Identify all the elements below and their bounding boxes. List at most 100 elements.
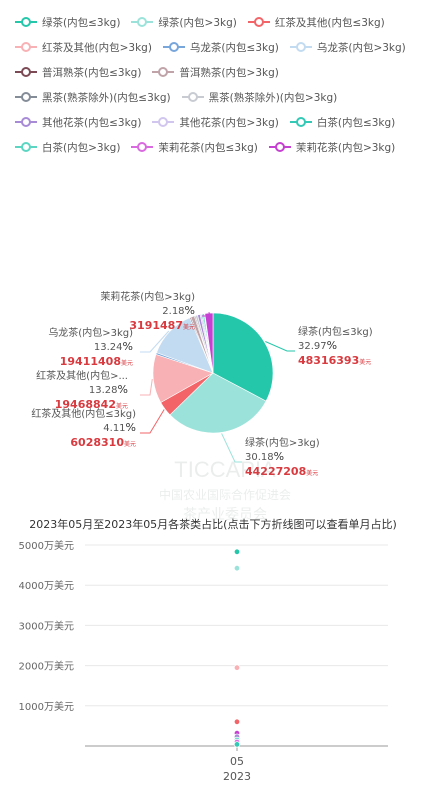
legend-item[interactable]: 茉莉花茶(内包≤3kg)	[130, 139, 258, 155]
legend-marker-icon	[15, 42, 37, 52]
legend-item[interactable]: 普洱熟茶(内包>3kg)	[151, 64, 279, 80]
legend-item[interactable]: 乌龙茶(内包>3kg)	[289, 39, 406, 55]
pie-label-name: 绿茶(内包>3kg)	[245, 436, 320, 449]
legend-marker-icon	[289, 117, 312, 127]
pie-label-value: 3191487美元	[129, 319, 195, 332]
pie-slice[interactable]	[212, 312, 274, 402]
data-point[interactable]	[233, 664, 241, 671]
data-point[interactable]	[233, 718, 241, 725]
legend-item-label: 黑茶(熟茶除外)(内包≤3kg)	[42, 91, 171, 104]
legend-item-label: 绿茶(内包>3kg)	[158, 16, 237, 29]
legend-item-label: 乌龙茶(内包>3kg)	[316, 41, 406, 54]
legend-item[interactable]: 红茶及其他(内包>3kg)	[14, 39, 152, 55]
pie-label-value-unit: 美元	[306, 469, 318, 477]
pie-label-percent-sign: %	[118, 383, 128, 396]
data-point[interactable]	[233, 565, 241, 572]
legend-marker-icon	[152, 117, 175, 127]
legend-item-label: 绿茶(内包≤3kg)	[42, 16, 121, 29]
legend-item[interactable]: 黑茶(熟茶除外)(内包≤3kg)	[14, 89, 171, 105]
pie-label-value-unit: 美元	[359, 358, 371, 366]
legend-item-label: 黑茶(熟茶除外)(内包>3kg)	[208, 91, 338, 104]
pie-label-value: 19468842美元	[55, 398, 128, 411]
y-tick-label: 1000万美元	[19, 700, 74, 713]
legend-marker-dot	[187, 92, 198, 102]
legend-marker-dot	[21, 117, 31, 127]
pie-label-name: 红茶及其他(内包>...	[36, 369, 128, 382]
pie-label-percent-sign: %	[123, 340, 133, 353]
legend-marker-dot	[295, 42, 306, 52]
legend-item[interactable]: 绿茶(内包≤3kg)	[14, 14, 120, 30]
legend-marker-icon	[15, 142, 37, 152]
legend-marker-icon	[131, 17, 154, 27]
pie-label-value: 44227208美元	[245, 465, 318, 478]
pie-label-leader	[140, 330, 170, 353]
trend-chart-title: 2023年05月至2023年05月各茶类占比(点击下方折线图可以查看单月占比)	[29, 518, 397, 531]
pie-label-name: 绿茶(内包≤3kg)	[298, 325, 373, 338]
legend-item-label: 白茶(内包>3kg)	[42, 141, 121, 154]
legend-item[interactable]: 白茶(内包>3kg)	[14, 139, 120, 155]
y-tick-label: 5000万美元	[19, 539, 74, 552]
data-point[interactable]	[233, 741, 241, 748]
legend-marker-dot	[295, 117, 306, 127]
pie-label-value-unit: 美元	[124, 440, 136, 448]
y-tick-label: 4000万美元	[19, 579, 74, 592]
legend-marker-dot	[21, 67, 31, 77]
pie-label-leader	[265, 341, 295, 352]
legend-item[interactable]: 乌龙茶(内包≤3kg)	[162, 39, 279, 55]
legend-item[interactable]: 红茶及其他(内包≤3kg)	[247, 14, 385, 30]
pie-label-percent: 4.11%	[103, 421, 136, 434]
pie-label-percent: 32.97%	[298, 339, 337, 352]
legend-item[interactable]: 绿茶(内包>3kg)	[130, 14, 237, 30]
pie-label-leader	[140, 409, 165, 434]
legend-item[interactable]: 黑茶(熟茶除外)(内包>3kg)	[181, 89, 338, 105]
legend-item-label: 其他花茶(内包>3kg)	[179, 116, 279, 129]
legend-marker-dot	[274, 142, 285, 152]
legend-item-label: 普洱熟茶(内包≤3kg)	[42, 66, 142, 79]
legend-item-label: 红茶及其他(内包≤3kg)	[274, 16, 385, 29]
legend-marker-icon	[15, 92, 37, 102]
pie-label-value-unit: 美元	[183, 323, 195, 331]
pie-label-value-unit: 美元	[121, 359, 133, 367]
legend-marker-dot	[21, 17, 31, 27]
legend-item-label: 茉莉花茶(内包>3kg)	[295, 141, 396, 154]
pie-label-leader	[140, 379, 153, 396]
legend-item-label: 其他花茶(内包≤3kg)	[42, 116, 142, 129]
legend-item[interactable]: 其他花茶(内包≤3kg)	[14, 114, 141, 130]
legend-marker-icon	[152, 67, 175, 77]
pie-label-name: 乌龙茶(内包>3kg)	[48, 326, 133, 339]
legend-item-label: 白茶(内包≤3kg)	[316, 116, 396, 129]
pie-chart[interactable]: 绿茶(内包≤3kg)32.97% 48316393美元绿茶(内包>3kg)30.1…	[0, 288, 426, 498]
legend-item-label: 普洱熟茶(内包>3kg)	[179, 66, 279, 79]
data-point[interactable]	[233, 548, 241, 555]
legend-marker-dot	[158, 117, 169, 127]
legend-marker-dot	[158, 67, 169, 77]
y-tick-label: 3000万美元	[19, 619, 74, 632]
legend-marker-dot	[21, 92, 31, 102]
pie-label-value: 19411408美元	[60, 355, 133, 368]
pie-label-name: 茉莉花茶(内包>3kg)	[100, 290, 195, 303]
pie-label-leader	[221, 433, 242, 463]
trend-chart[interactable]: 5000万美元 4000万美元 3000万美元 2000万美元 1000万美元 05 202…	[0, 530, 426, 800]
chart-legend: 绿茶(内包≤3kg) 绿茶(内包>3kg) 红茶及其他(内包≤3kg) 红茶及其他(内…	[14, 14, 426, 155]
pie-slice[interactable]	[169, 372, 267, 434]
legend-marker-dot	[21, 142, 31, 152]
legend-marker-dot	[137, 142, 148, 152]
legend-marker-icon	[15, 17, 37, 27]
pie-label-value-unit: 美元	[116, 402, 128, 410]
legend-marker-icon	[15, 67, 37, 77]
pie-label-percent: 13.28%	[89, 383, 128, 396]
legend-item[interactable]: 茉莉花茶(内包>3kg)	[268, 139, 395, 155]
legend-item[interactable]: 白茶(内包≤3kg)	[289, 114, 395, 130]
legend-item-label: 红茶及其他(内包>3kg)	[42, 41, 152, 54]
legend-marker-icon	[162, 42, 185, 52]
legend-marker-icon	[247, 17, 270, 27]
legend-item[interactable]: 其他花茶(内包>3kg)	[151, 114, 279, 130]
pie-label-percent: 30.18%	[245, 450, 284, 463]
legend-marker-icon	[268, 142, 291, 152]
legend-marker-icon	[15, 117, 37, 127]
x-tick-label-month: 05	[230, 755, 244, 768]
pie-label-percent-sign: %	[126, 421, 136, 434]
legend-item[interactable]: 普洱熟茶(内包≤3kg)	[14, 64, 141, 80]
legend-marker-dot	[168, 42, 179, 52]
pie-label-value: 6028310美元	[70, 436, 136, 449]
